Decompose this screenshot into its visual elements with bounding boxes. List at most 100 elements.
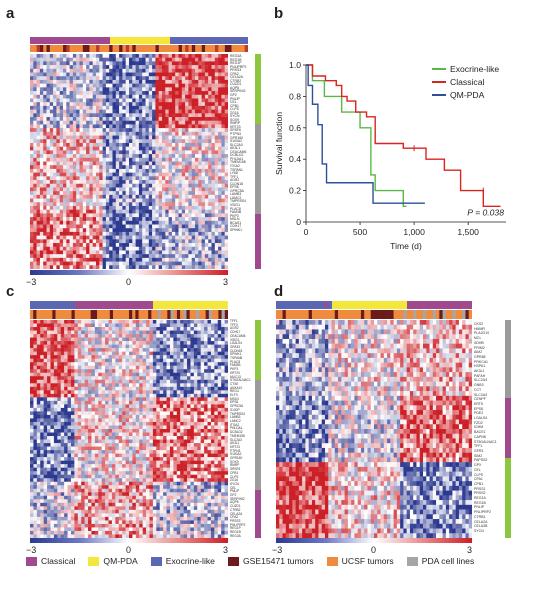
heatmap-c-cell <box>98 362 102 366</box>
heatmap-a-cell <box>39 87 44 92</box>
heatmap-a-cell <box>208 261 212 266</box>
heatmap-a-cell <box>135 250 140 255</box>
heatmap-a-cell <box>171 154 176 159</box>
heatmap-a-cell <box>152 176 156 181</box>
heatmap-a-cell <box>185 68 189 73</box>
heatmap-a-cell <box>214 87 219 92</box>
heatmap-a-cell <box>119 128 123 133</box>
heatmap-a-cell <box>119 157 123 162</box>
gene-label-a: CLPS <box>230 107 239 112</box>
heatmap-a-cell <box>119 168 123 173</box>
heatmap-c-cell <box>118 327 123 331</box>
heatmap-c-cell <box>190 320 195 324</box>
heatmap-a-cell <box>138 246 143 251</box>
heatmap-a-cell <box>165 180 169 184</box>
heatmap-c-cell <box>142 390 147 395</box>
heatmap-a-cell <box>171 135 176 140</box>
heatmap-c-cell <box>33 323 38 328</box>
heatmap-a-cell <box>175 135 179 140</box>
heatmap-a-cell <box>99 54 103 58</box>
heatmap-a-cell <box>86 257 90 262</box>
heatmap-a-cell <box>214 117 219 121</box>
heatmap-a-cell <box>33 61 37 66</box>
heatmap-a-cell <box>132 172 136 177</box>
heatmap-c-cell <box>50 379 55 384</box>
heatmap-c-cell <box>221 341 225 345</box>
heatmap-c-cell <box>200 320 205 324</box>
heatmap-a-cell <box>188 76 192 81</box>
heatmap-c-cell <box>47 369 51 373</box>
heatmap-a-cell <box>142 109 146 114</box>
heatmap-a-cell <box>188 213 192 218</box>
heatmap-a-cell <box>43 250 47 255</box>
heatmap-c-cell <box>176 337 181 342</box>
heatmap-c-cell <box>81 351 85 356</box>
heatmap-c-cell <box>74 348 79 352</box>
heatmap-a-cell <box>105 191 110 196</box>
heatmap-a-cell <box>204 194 209 199</box>
heatmap-a-cell <box>178 161 183 166</box>
heatmap-a-cell <box>178 87 183 92</box>
heatmap-a-cell <box>218 154 222 159</box>
heatmap-a-cell <box>148 202 153 207</box>
heatmap-a-cell <box>221 183 225 188</box>
heatmap-a-cell <box>221 142 225 147</box>
heatmap-a-cell <box>79 72 84 77</box>
heatmap-a-cell <box>109 187 113 192</box>
heatmap-a-cell <box>158 102 163 107</box>
heatmap-c-cell <box>84 369 89 373</box>
heatmap-a-cell <box>165 161 169 166</box>
source-bar-a-cell <box>66 45 70 52</box>
heatmap-a-cell <box>119 68 123 73</box>
heatmap-c-cell <box>57 348 61 352</box>
heatmap-a-cell <box>171 165 176 170</box>
heatmap-c-cell <box>187 365 191 370</box>
heatmap-c-cell <box>36 323 41 328</box>
heatmap-a-cell <box>175 72 179 77</box>
heatmap-c-cell <box>139 320 143 324</box>
heatmap-a-cell <box>224 194 228 199</box>
source-bar-a-cell <box>86 45 90 52</box>
heatmap-a-cell <box>79 65 84 70</box>
heatmap-a-cell <box>109 146 113 151</box>
heatmap-a-cell <box>208 76 212 81</box>
heatmap-a-cell <box>66 235 70 240</box>
heatmap-a-cell <box>72 113 77 118</box>
heatmap-a-cell <box>39 128 44 133</box>
heatmap-c-cell <box>81 327 85 331</box>
heatmap-a-cell <box>152 61 156 66</box>
heatmap-a-cell <box>214 235 219 240</box>
heatmap-a-cell <box>201 157 206 162</box>
heatmap-c-cell <box>115 334 120 338</box>
heatmap-c-cell <box>139 337 143 342</box>
heatmap-a-cell <box>132 261 136 266</box>
heatmap-a-cell <box>39 168 44 173</box>
heatmap-a-cell <box>188 187 192 192</box>
heatmap-a-cell <box>102 120 107 125</box>
heatmap-a-cell <box>218 142 222 147</box>
heatmap-a-cell <box>86 61 90 66</box>
heatmap-c-cell <box>187 376 191 381</box>
heatmap-a-cell <box>115 146 120 151</box>
heatmap-a-cell <box>135 224 140 229</box>
heatmap-a-grid <box>30 54 228 269</box>
heatmap-c-cell <box>77 386 82 391</box>
heatmap-a-cell <box>59 54 64 58</box>
heatmap-a-cell <box>162 120 166 125</box>
heatmap-a-cell <box>63 120 67 125</box>
heatmap-a-cell <box>165 72 169 77</box>
heatmap-a-cell <box>125 265 130 269</box>
heatmap-c-cell <box>180 330 184 335</box>
heatmap-a-cell <box>135 231 140 236</box>
source-bar-c-cell <box>221 310 226 319</box>
heatmap-a-cell <box>204 105 209 110</box>
heatmap-a-cell <box>171 61 176 66</box>
heatmap-a-cell <box>135 117 140 121</box>
heatmap-a-cell <box>221 205 225 210</box>
heatmap-c-cell <box>98 393 102 398</box>
heatmap-c-cell <box>173 379 178 384</box>
heatmap-c-cell <box>200 358 205 363</box>
heatmap-a-cell <box>102 239 107 244</box>
heatmap-a-cell <box>129 228 133 233</box>
heatmap-a-cell <box>92 202 97 207</box>
